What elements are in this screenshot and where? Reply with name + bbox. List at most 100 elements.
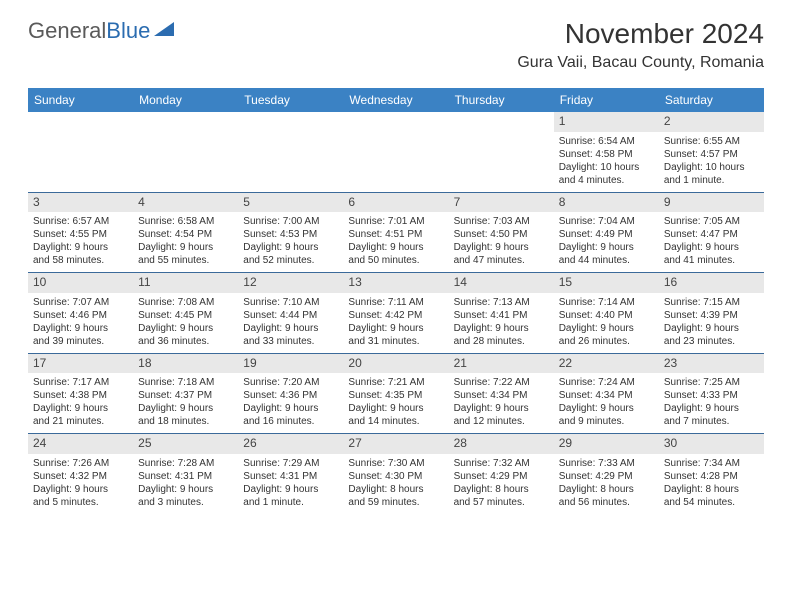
daylight1-text: Daylight: 9 hours [348, 322, 443, 335]
day-cell: 10Sunrise: 7:07 AMSunset: 4:46 PMDayligh… [28, 273, 133, 353]
sunrise-text: Sunrise: 7:17 AM [33, 376, 128, 389]
day-cell: 2Sunrise: 6:55 AMSunset: 4:57 PMDaylight… [659, 112, 764, 192]
daylight1-text: Daylight: 9 hours [243, 322, 338, 335]
day-cell: 26Sunrise: 7:29 AMSunset: 4:31 PMDayligh… [238, 434, 343, 514]
sunset-text: Sunset: 4:53 PM [243, 228, 338, 241]
daylight1-text: Daylight: 9 hours [559, 402, 654, 415]
day-cell: 12Sunrise: 7:10 AMSunset: 4:44 PMDayligh… [238, 273, 343, 353]
sunset-text: Sunset: 4:50 PM [454, 228, 549, 241]
day-cell: 24 Sunrise: 7:26 AMSunset: 4:32 PMDayligh… [28, 434, 133, 514]
day-number: 25 [133, 434, 238, 454]
daylight1-text: Daylight: 9 hours [559, 322, 654, 335]
sunrise-text: Sunrise: 7:32 AM [454, 457, 549, 470]
day-number: 29 [554, 434, 659, 454]
daylight2-text: and 3 minutes. [138, 496, 233, 509]
daylight2-text: and 55 minutes. [138, 254, 233, 267]
sunrise-text: Sunrise: 7:26 AM [33, 457, 128, 470]
daylight1-text: Daylight: 10 hours [559, 161, 654, 174]
day-number: 8 [554, 193, 659, 213]
daylight1-text: Daylight: 9 hours [243, 483, 338, 496]
daylight2-text: and 33 minutes. [243, 335, 338, 348]
day-cell: 22Sunrise: 7:24 AMSunset: 4:34 PMDayligh… [554, 354, 659, 434]
daylight1-text: Daylight: 9 hours [33, 241, 128, 254]
weekday-header: Thursday [449, 88, 554, 112]
daylight2-text: and 58 minutes. [33, 254, 128, 267]
week-row: 1Sunrise: 6:54 AMSunset: 4:58 PMDaylight… [28, 112, 764, 192]
logo-text-dark: General [28, 18, 106, 44]
sunset-text: Sunset: 4:40 PM [559, 309, 654, 322]
sunset-text: Sunset: 4:35 PM [348, 389, 443, 402]
sunrise-text: Sunrise: 7:28 AM [138, 457, 233, 470]
daylight1-text: Daylight: 9 hours [138, 241, 233, 254]
weekday-header-row: Sunday Monday Tuesday Wednesday Thursday… [28, 88, 764, 112]
day-number: 18 [133, 354, 238, 374]
daylight2-text: and 36 minutes. [138, 335, 233, 348]
sunrise-text: Sunrise: 7:22 AM [454, 376, 549, 389]
sunrise-text: Sunrise: 7:20 AM [243, 376, 338, 389]
sunset-text: Sunset: 4:42 PM [348, 309, 443, 322]
weekday-header: Friday [554, 88, 659, 112]
daylight2-text: and 12 minutes. [454, 415, 549, 428]
sunset-text: Sunset: 4:34 PM [559, 389, 654, 402]
day-number: 14 [449, 273, 554, 293]
day-cell: 1Sunrise: 6:54 AMSunset: 4:58 PMDaylight… [554, 112, 659, 192]
day-number: 24 [28, 434, 133, 454]
daylight1-text: Daylight: 9 hours [454, 322, 549, 335]
daylight1-text: Daylight: 9 hours [243, 402, 338, 415]
day-number: 28 [449, 434, 554, 454]
day-cell: 23Sunrise: 7:25 AMSunset: 4:33 PMDayligh… [659, 354, 764, 434]
day-cell: 13Sunrise: 7:11 AMSunset: 4:42 PMDayligh… [343, 273, 448, 353]
day-number: 15 [554, 273, 659, 293]
week-row: 17Sunrise: 7:17 AMSunset: 4:38 PMDayligh… [28, 353, 764, 434]
sunrise-text: Sunrise: 7:18 AM [138, 376, 233, 389]
daylight2-text: and 44 minutes. [559, 254, 654, 267]
day-number: 27 [343, 434, 448, 454]
daylight1-text: Daylight: 9 hours [33, 402, 128, 415]
sunrise-text: Sunrise: 7:15 AM [664, 296, 759, 309]
day-number: 5 [238, 193, 343, 213]
daylight1-text: Daylight: 9 hours [348, 241, 443, 254]
sunset-text: Sunset: 4:51 PM [348, 228, 443, 241]
sunset-text: Sunset: 4:49 PM [559, 228, 654, 241]
day-cell: 9Sunrise: 7:05 AMSunset: 4:47 PMDaylight… [659, 193, 764, 273]
day-cell: 5Sunrise: 7:00 AMSunset: 4:53 PMDaylight… [238, 193, 343, 273]
sunset-text: Sunset: 4:41 PM [454, 309, 549, 322]
day-cell [343, 112, 448, 192]
daylight2-text: and 56 minutes. [559, 496, 654, 509]
day-number: 11 [133, 273, 238, 293]
day-number: 30 [659, 434, 764, 454]
daylight2-text: and 21 minutes. [33, 415, 128, 428]
day-number: 16 [659, 273, 764, 293]
daylight1-text: Daylight: 9 hours [348, 402, 443, 415]
sunrise-text: Sunrise: 7:08 AM [138, 296, 233, 309]
sunrise-text: Sunrise: 6:54 AM [559, 135, 654, 148]
daylight1-text: Daylight: 9 hours [664, 241, 759, 254]
daylight2-text: and 18 minutes. [138, 415, 233, 428]
day-number: 2 [659, 112, 764, 132]
sunrise-text: Sunrise: 7:07 AM [33, 296, 128, 309]
day-number: 26 [238, 434, 343, 454]
daylight1-text: Daylight: 8 hours [664, 483, 759, 496]
daylight2-text: and 7 minutes. [664, 415, 759, 428]
sunrise-text: Sunrise: 7:01 AM [348, 215, 443, 228]
day-number: 9 [659, 193, 764, 213]
daylight2-text: and 59 minutes. [348, 496, 443, 509]
sunset-text: Sunset: 4:30 PM [348, 470, 443, 483]
daylight1-text: Daylight: 9 hours [138, 483, 233, 496]
sunrise-text: Sunrise: 7:34 AM [664, 457, 759, 470]
daylight1-text: Daylight: 9 hours [33, 483, 128, 496]
sunset-text: Sunset: 4:34 PM [454, 389, 549, 402]
sunset-text: Sunset: 4:32 PM [33, 470, 128, 483]
day-cell: 28Sunrise: 7:32 AMSunset: 4:29 PMDayligh… [449, 434, 554, 514]
sunset-text: Sunset: 4:37 PM [138, 389, 233, 402]
daylight1-text: Daylight: 8 hours [454, 483, 549, 496]
weekday-header: Monday [133, 88, 238, 112]
daylight1-text: Daylight: 9 hours [243, 241, 338, 254]
sunset-text: Sunset: 4:45 PM [138, 309, 233, 322]
sunset-text: Sunset: 4:46 PM [33, 309, 128, 322]
day-number: 23 [659, 354, 764, 374]
sunrise-text: Sunrise: 6:58 AM [138, 215, 233, 228]
daylight2-text: and 54 minutes. [664, 496, 759, 509]
week-row: 24Sunrise: 7:26 AMSunset: 4:32 PMDayligh… [28, 433, 764, 514]
daylight1-text: Daylight: 8 hours [348, 483, 443, 496]
